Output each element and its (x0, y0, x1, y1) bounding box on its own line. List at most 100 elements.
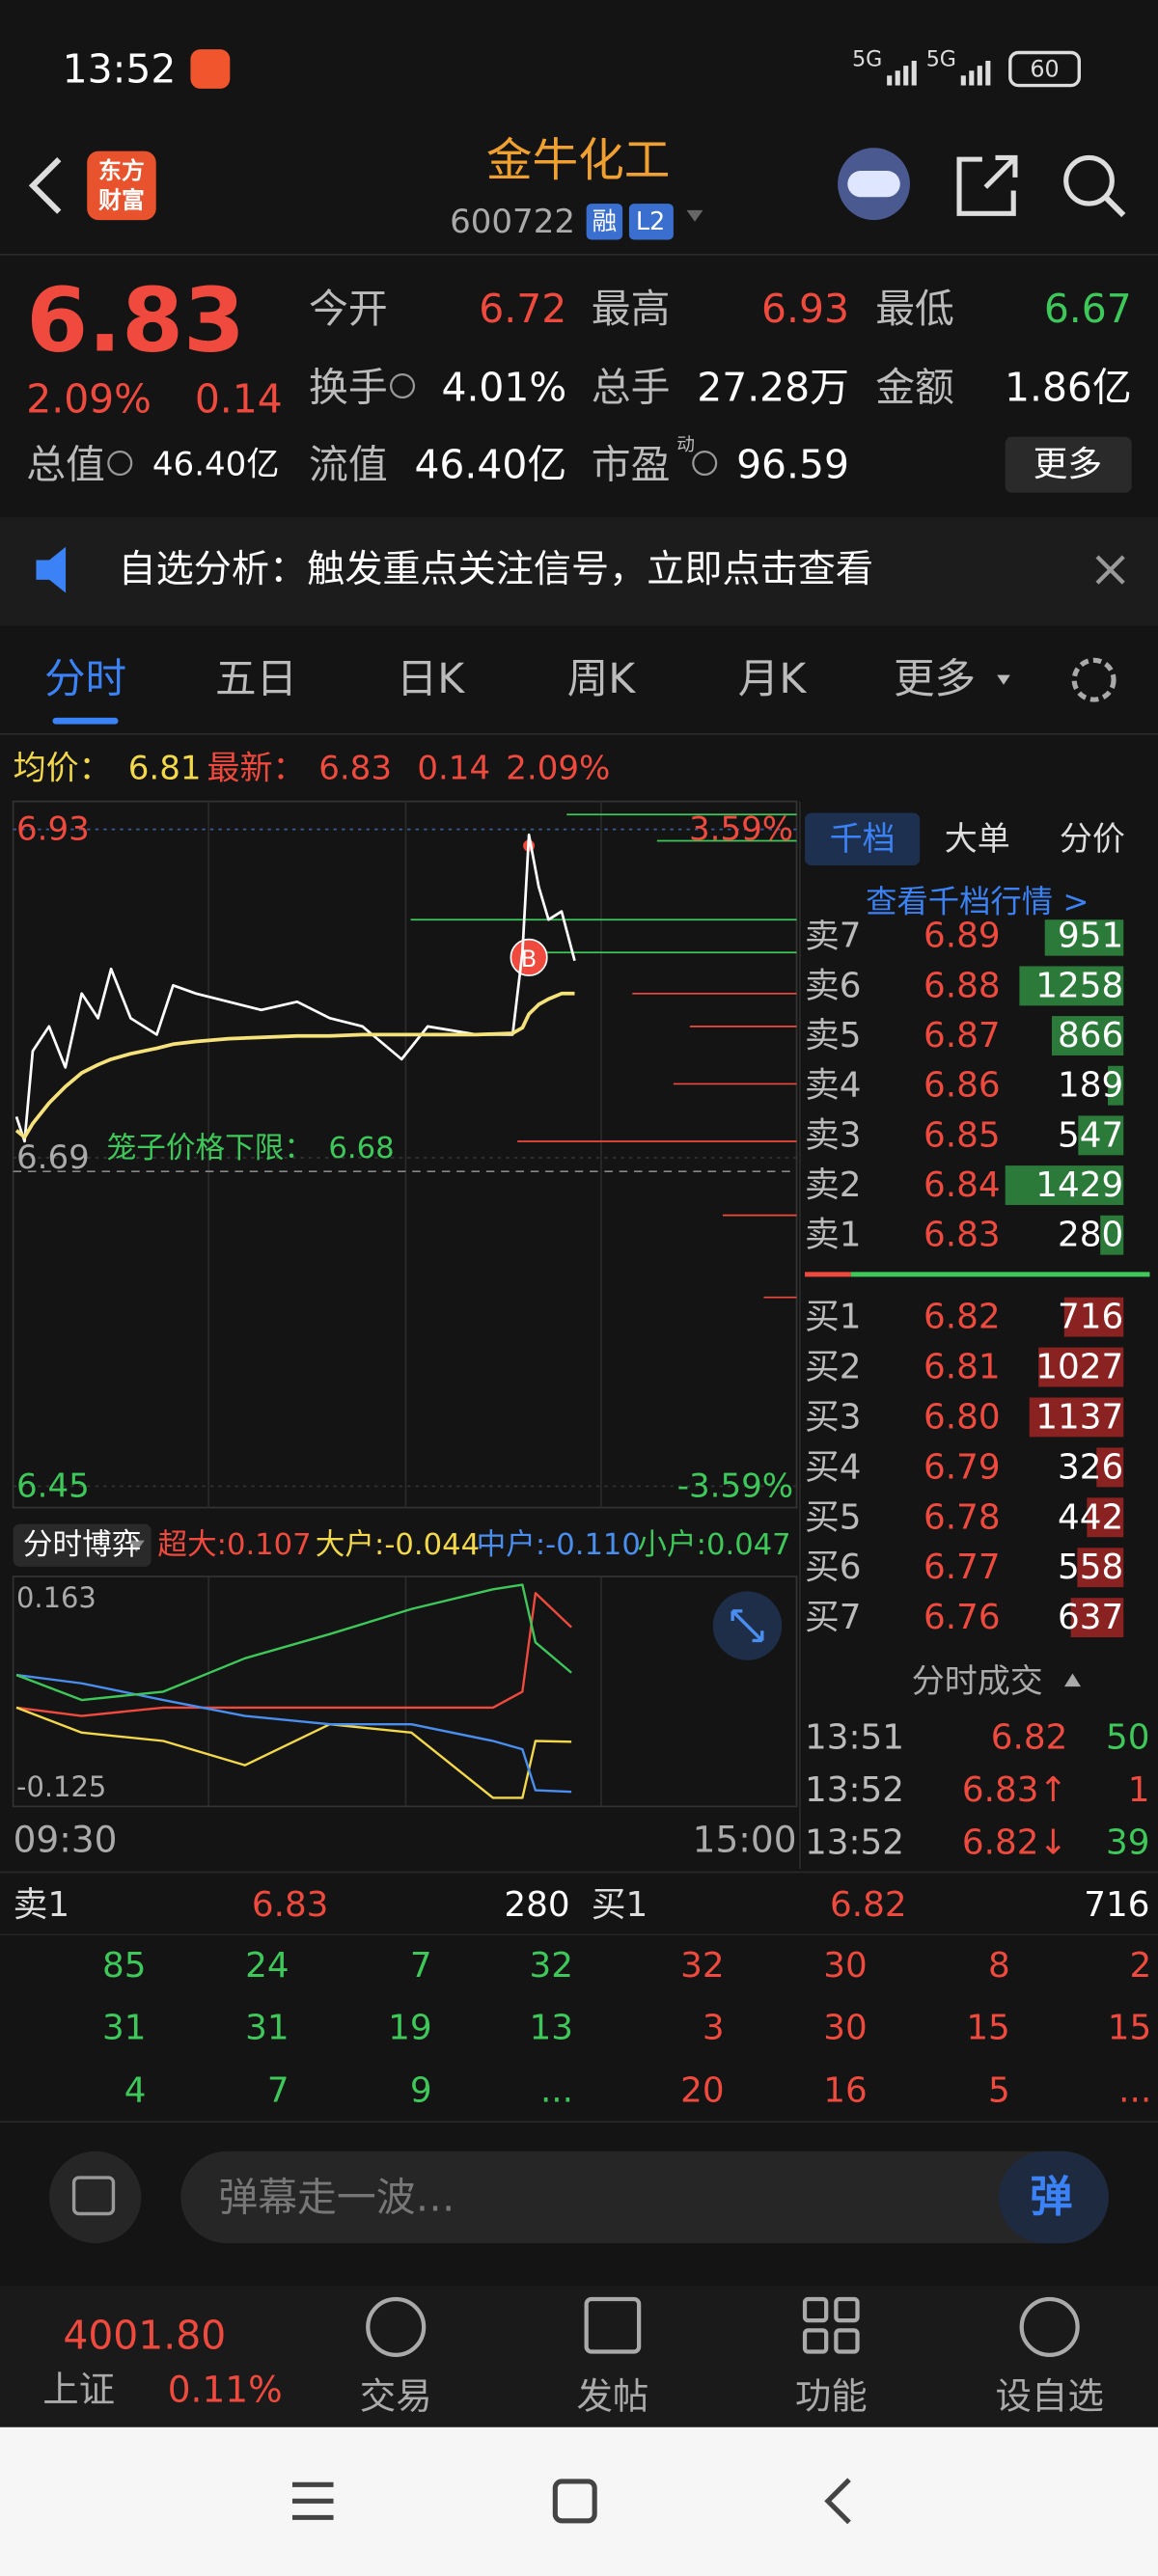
index-value[interactable]: 4001.80 (63, 2312, 226, 2358)
queue-volume: 280 (504, 1885, 569, 1925)
book-price: 6.86 (924, 1066, 1001, 1106)
bottom-nav (0, 2286, 1158, 2427)
trade-volume: 1 (1128, 1770, 1150, 1810)
book-price: 6.82 (924, 1298, 1001, 1337)
more-button-label[interactable]: 更多 (1034, 445, 1102, 484)
book-tab[interactable]: 分价 (1060, 820, 1125, 859)
field-value: 4.01% (441, 365, 566, 411)
book-tab[interactable]: 大单 (945, 820, 1010, 859)
nav-item[interactable]: 交易 (360, 2374, 432, 2417)
queue-order: 3 (703, 2009, 725, 2048)
nav-item[interactable]: 功能 (795, 2374, 868, 2417)
search-icon[interactable] (1063, 154, 1115, 206)
flow-line (15, 1592, 572, 1717)
nav-item[interactable]: 设自选 (996, 2374, 1104, 2417)
price-limit-label: 笼子价格下限： (107, 1132, 314, 1165)
field-label: 流值 (309, 442, 388, 488)
legend-entry: 小户:0.047 (637, 1528, 790, 1562)
queue-order: 30 (823, 2009, 867, 2048)
back-icon[interactable] (28, 157, 62, 214)
badge: L2 (636, 207, 665, 236)
tab[interactable]: 周K (567, 656, 637, 703)
field-label: 换手 (309, 365, 388, 411)
trade-price: 6.82 (991, 1717, 1068, 1757)
field-label: 市盈 (592, 442, 671, 488)
book-level: 买2 (805, 1348, 861, 1387)
volume-bar (1038, 1347, 1124, 1387)
field-value: 46.40亿 (152, 446, 279, 484)
book-volume: 547 (1058, 1115, 1123, 1155)
trade-time: 13:52 (805, 1822, 904, 1862)
comment-input[interactable] (180, 2151, 1109, 2244)
nav-icons (366, 2296, 1080, 2358)
queue-order: 85 (102, 1946, 146, 1986)
more-button[interactable] (1005, 436, 1132, 493)
book-volume: 1137 (1035, 1397, 1123, 1437)
menu-key[interactable] (291, 2481, 334, 2520)
queue-order: 20 (680, 2070, 724, 2110)
queue-order: 24 (245, 1946, 289, 1986)
queue-order: 31 (102, 2009, 146, 2048)
nav-item[interactable]: 发帖 (576, 2374, 648, 2417)
trade-time: 13:51 (805, 1717, 904, 1757)
book-volume: 716 (1058, 1298, 1123, 1337)
book-volume: 1429 (1035, 1165, 1123, 1205)
danmu-button-label[interactable]: 弹 (1030, 2173, 1072, 2222)
order-book: 卖7 6.89 951 卖6 6.88 1258 卖5 6.87 866 卖4 6.86 189 卖3 6… (805, 917, 1124, 1637)
queue-order: 2 (1129, 1946, 1151, 1986)
y-tick-label: 6.93 (16, 810, 90, 849)
book-level: 卖4 (805, 1066, 861, 1106)
book-tab[interactable]: 千档 (830, 820, 896, 859)
flow-title-box[interactable] (13, 1523, 152, 1567)
tab[interactable]: 日K (397, 656, 466, 703)
book-level: 卖7 (805, 917, 861, 956)
comment-placeholder[interactable]: 弹幕走一波… (218, 2174, 455, 2220)
settings-icon[interactable] (1071, 657, 1117, 702)
collapse-icon[interactable] (1063, 1673, 1081, 1687)
y-tick-label: 0.163 (16, 1581, 96, 1614)
share-icon[interactable] (956, 154, 1018, 216)
search-handle (1103, 195, 1126, 218)
back-key[interactable] (824, 2478, 851, 2525)
y2-tick-label: 3.59% (689, 810, 793, 849)
flow-title[interactable]: 分时博弈 (23, 1528, 142, 1562)
buy-marker-label[interactable]: B (521, 945, 537, 973)
book-volume: 637 (1058, 1598, 1123, 1637)
comment-icon-bg[interactable] (49, 2151, 142, 2244)
queue-order: 31 (245, 2009, 289, 2048)
field-value: 1.86亿 (1005, 365, 1132, 411)
book-volume: 558 (1058, 1548, 1123, 1587)
book-level: 买7 (805, 1598, 861, 1637)
home-key[interactable] (552, 2479, 597, 2524)
dropdown-icon (997, 674, 1010, 685)
y-tick-label: -0.125 (16, 1770, 106, 1803)
tab[interactable]: 更多 (894, 656, 976, 703)
field-value: 6.93 (761, 286, 849, 332)
notice-bar[interactable] (0, 517, 1158, 626)
summary-text: 0.14 (417, 750, 490, 788)
index-change[interactable]: 0.11% (168, 2369, 283, 2411)
robot-face (847, 171, 900, 198)
volume-bar (1087, 1497, 1124, 1538)
tab[interactable]: 五日 (215, 656, 297, 703)
book-link[interactable]: 查看千档行情 > (866, 883, 1089, 919)
volume-bar (1096, 1447, 1124, 1488)
field-label: 金额 (875, 365, 954, 411)
notice-text[interactable]: 自选分析：触发重点关注信号，立即点击查看 (119, 548, 874, 591)
book-volume: 326 (1058, 1447, 1123, 1487)
signal-bars (887, 61, 991, 86)
index-name[interactable]: 上证 (42, 2369, 115, 2411)
battery-level: 60 (1030, 56, 1059, 83)
field-label: 最低 (875, 286, 954, 332)
y2-tick-label: -3.59% (677, 1466, 793, 1505)
tab[interactable]: 分时 (44, 656, 126, 703)
dropdown-icon (686, 209, 703, 222)
logo-text: 东方 (98, 157, 145, 184)
volume-bar (1100, 1215, 1124, 1255)
close-icon[interactable] (1095, 555, 1125, 585)
book-level: 买6 (805, 1548, 861, 1587)
tab[interactable]: 月K (738, 656, 808, 703)
danmu-button[interactable] (998, 2151, 1109, 2244)
legend-entry: 大户:-0.044 (316, 1528, 480, 1562)
